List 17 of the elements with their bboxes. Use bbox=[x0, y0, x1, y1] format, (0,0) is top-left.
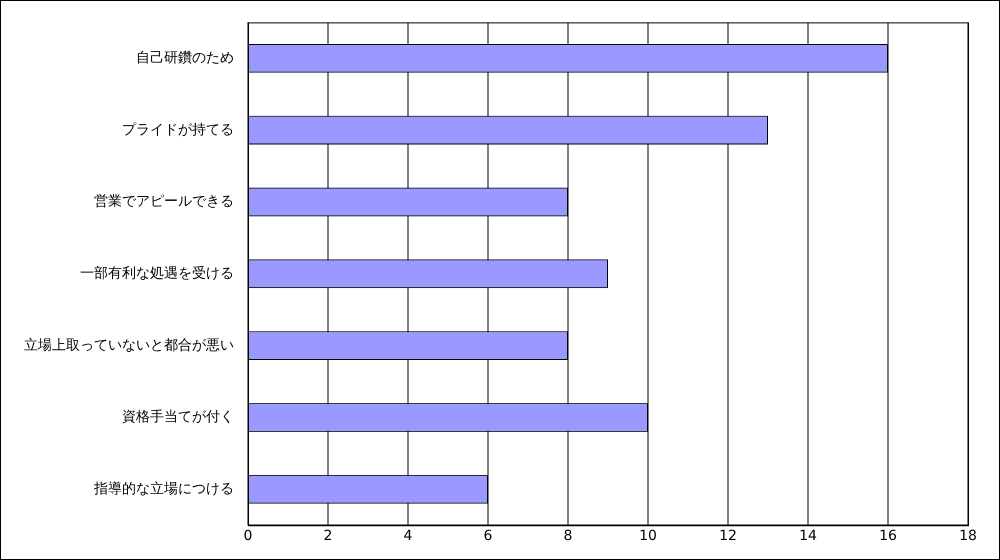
x-tick-label: 10 bbox=[639, 528, 657, 544]
x-tick-label: 6 bbox=[484, 528, 493, 544]
y-tick-label: プライドが持てる bbox=[122, 122, 234, 138]
y-tick-label: 指導的な立場につける bbox=[93, 480, 234, 497]
x-tick-label: 8 bbox=[564, 528, 572, 544]
x-tick-label: 18 bbox=[959, 528, 977, 544]
y-tick-label: 営業でアピールできる bbox=[94, 194, 234, 210]
x-tick-label: 0 bbox=[244, 528, 252, 544]
y-tick-label: 自己研鑽のため bbox=[136, 50, 234, 66]
x-tick-label: 4 bbox=[404, 528, 413, 544]
x-tick-label: 2 bbox=[324, 528, 332, 544]
y-tick-label: 資格手当てが付く bbox=[122, 409, 234, 426]
x-tick-label: 16 bbox=[879, 528, 897, 544]
y-tick-label: 一部有利な処遇を受ける bbox=[80, 265, 234, 282]
x-tick-label: 12 bbox=[719, 528, 737, 544]
x-tick-label: 14 bbox=[799, 528, 817, 544]
y-tick-label: 立場上取っていないと都合が悪い bbox=[24, 337, 234, 354]
